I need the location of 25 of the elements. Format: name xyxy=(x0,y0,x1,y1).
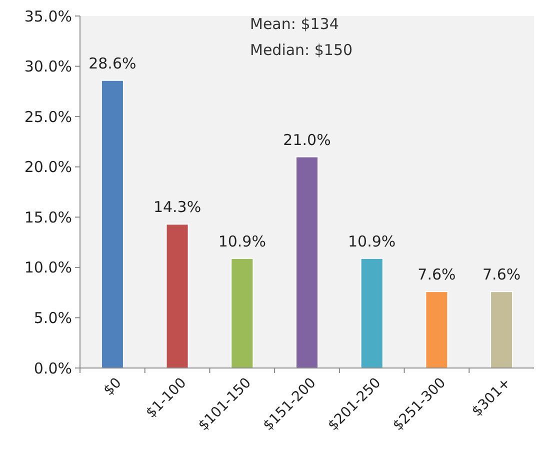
y-tick-label: 20.0% xyxy=(24,158,72,176)
bar xyxy=(295,156,319,368)
data-label: 10.9% xyxy=(348,232,396,250)
annotation: Median: $150 xyxy=(250,41,353,59)
data-label: 21.0% xyxy=(283,130,331,149)
annotation: Mean: $134 xyxy=(250,15,339,33)
data-label: 7.6% xyxy=(418,266,456,284)
data-label: 14.3% xyxy=(153,198,202,216)
y-tick-label: 15.0% xyxy=(24,208,72,226)
bar xyxy=(360,258,384,368)
y-tick-label: 30.0% xyxy=(24,58,72,76)
data-label: 28.6% xyxy=(88,54,136,72)
y-tick-label: 0.0% xyxy=(34,359,72,378)
y-tick-label: 5.0% xyxy=(34,308,72,327)
bar xyxy=(166,224,189,368)
y-tick-label: 35.0% xyxy=(24,7,72,26)
bar xyxy=(425,291,448,368)
y-tick-label: 10.0% xyxy=(24,258,72,277)
x-tick-label: $0 xyxy=(100,374,125,399)
bar xyxy=(100,80,124,368)
y-tick-label: 25.0% xyxy=(24,108,72,126)
bar xyxy=(230,258,254,368)
data-label: 7.6% xyxy=(482,266,521,284)
bar xyxy=(490,291,514,368)
data-label: 10.9% xyxy=(218,232,266,250)
